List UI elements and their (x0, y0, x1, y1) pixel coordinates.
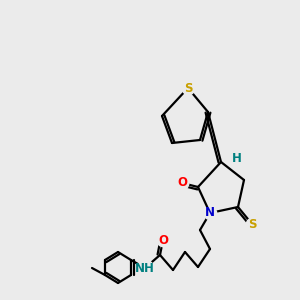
Text: N: N (205, 206, 215, 220)
Text: S: S (248, 218, 256, 230)
Text: O: O (177, 176, 187, 190)
Text: NH: NH (135, 262, 155, 275)
Text: S: S (184, 82, 192, 94)
Text: O: O (158, 233, 168, 247)
Text: H: H (232, 152, 242, 164)
